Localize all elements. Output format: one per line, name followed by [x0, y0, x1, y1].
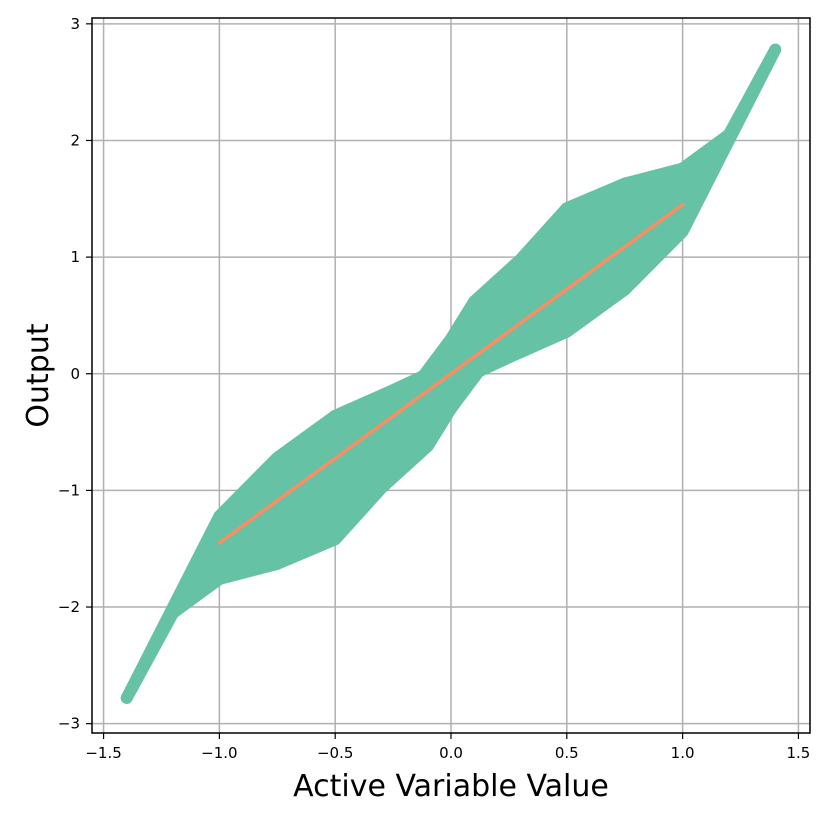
x-tick-label: 0.0: [439, 744, 463, 762]
x-axis-label: Active Variable Value: [293, 769, 609, 804]
y-tick-label: 3: [70, 15, 80, 33]
x-tick-label: 1.5: [786, 744, 810, 762]
x-tick-label: −1.0: [201, 744, 237, 762]
fit-line: [217, 202, 685, 545]
y-axis-label: Output: [21, 323, 56, 427]
x-tick-label: 1.0: [671, 744, 695, 762]
x-tick-label: 0.5: [555, 744, 579, 762]
x-tick-label: −1.5: [85, 744, 121, 762]
y-tick-label: −2: [58, 598, 80, 616]
data-layer: [120, 43, 782, 704]
y-tick-label: −1: [58, 481, 80, 499]
x-tick-label: −0.5: [317, 744, 353, 762]
y-tick-label: 0: [70, 365, 80, 383]
y-tick-label: 1: [70, 248, 80, 266]
ticks: −1.5 −1.0 −0.5 0.0 0.5 1.0 1.5 −3 −2 −1 0 1 2 3: [58, 15, 810, 762]
y-tick-label: −3: [58, 715, 80, 733]
y-tick-label: 2: [70, 131, 80, 149]
